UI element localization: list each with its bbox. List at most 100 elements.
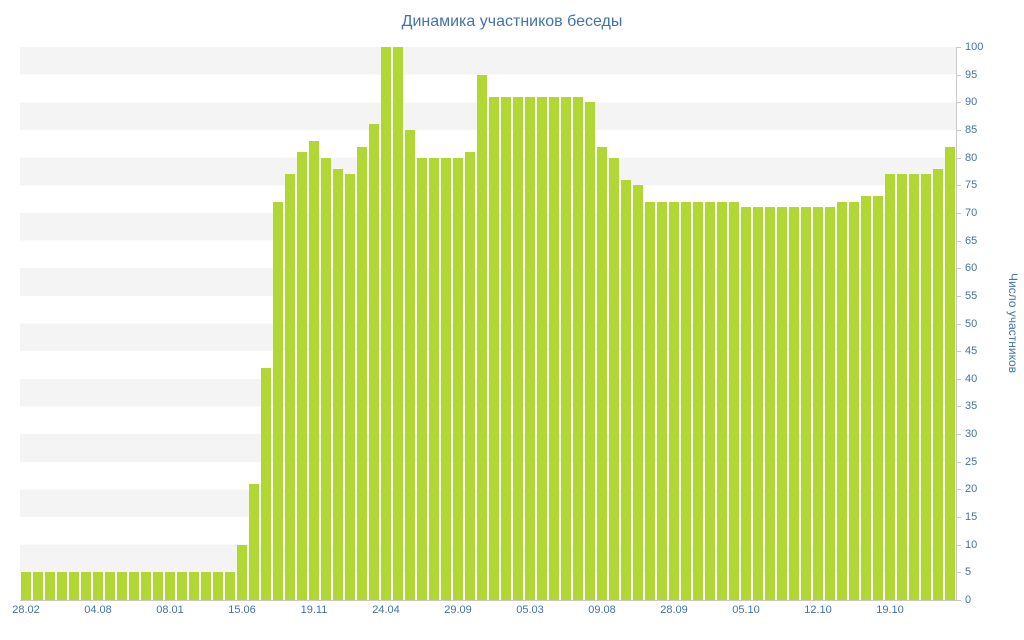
bar[interactable]	[489, 96, 499, 600]
bar[interactable]	[621, 179, 631, 600]
bar[interactable]	[573, 96, 583, 600]
bar[interactable]	[441, 157, 451, 600]
bar[interactable]	[753, 207, 763, 600]
bar[interactable]	[693, 201, 703, 600]
bar[interactable]	[873, 196, 883, 600]
bar[interactable]	[681, 201, 691, 600]
bar[interactable]	[897, 174, 907, 600]
bar[interactable]	[609, 157, 619, 600]
bar[interactable]	[549, 96, 559, 600]
bar[interactable]	[453, 157, 463, 600]
bar[interactable]	[189, 572, 199, 600]
bar[interactable]	[201, 572, 211, 600]
bar[interactable]	[669, 201, 679, 600]
bar[interactable]	[153, 572, 163, 600]
bar[interactable]	[477, 74, 487, 600]
bar[interactable]	[405, 129, 415, 600]
bar[interactable]	[117, 572, 127, 600]
bar[interactable]	[597, 146, 607, 600]
y-tick-label: 95	[965, 68, 978, 81]
bar[interactable]	[933, 168, 943, 600]
y-tick-mark	[956, 517, 961, 519]
bar[interactable]	[501, 96, 511, 600]
bar[interactable]	[129, 572, 139, 600]
bar[interactable]	[789, 207, 799, 600]
bar[interactable]	[585, 102, 595, 600]
bar[interactable]	[69, 572, 79, 600]
bar[interactable]	[393, 47, 403, 600]
y-tick-label: 25	[965, 455, 978, 468]
bar[interactable]	[825, 207, 835, 600]
y-tick-mark	[956, 185, 961, 187]
y-tick-label: 55	[965, 289, 978, 302]
bar[interactable]	[165, 572, 175, 600]
bar[interactable]	[333, 168, 343, 600]
y-tick-label: 45	[965, 345, 978, 358]
bar[interactable]	[945, 146, 955, 600]
bar[interactable]	[645, 201, 655, 600]
bar[interactable]	[429, 157, 439, 600]
bar[interactable]	[213, 572, 223, 600]
bar[interactable]	[309, 141, 319, 600]
bar[interactable]	[321, 157, 331, 600]
x-tick-label: 15.06	[228, 604, 256, 616]
bar[interactable]	[345, 174, 355, 600]
bar[interactable]	[729, 201, 739, 600]
x-tick-label: 09.08	[588, 604, 616, 616]
bar[interactable]	[657, 201, 667, 600]
bar[interactable]	[45, 572, 55, 600]
bar[interactable]	[909, 174, 919, 600]
bar[interactable]	[921, 174, 931, 600]
bar[interactable]	[261, 367, 271, 600]
bar[interactable]	[777, 207, 787, 600]
y-tick-label: 70	[965, 206, 978, 219]
bar[interactable]	[297, 152, 307, 600]
bar[interactable]	[465, 152, 475, 600]
y-tick-mark	[956, 129, 961, 131]
bar[interactable]	[81, 572, 91, 600]
x-tick-label: 29.09	[444, 604, 472, 616]
y-tick-label: 30	[965, 428, 978, 441]
bar[interactable]	[885, 174, 895, 600]
bar[interactable]	[561, 96, 571, 600]
bar[interactable]	[537, 96, 547, 600]
bar[interactable]	[141, 572, 151, 600]
bar[interactable]	[849, 201, 859, 600]
bar[interactable]	[249, 483, 259, 600]
bar[interactable]	[369, 124, 379, 600]
bar[interactable]	[837, 201, 847, 600]
x-tick-label: 24.04	[372, 604, 400, 616]
bar[interactable]	[813, 207, 823, 600]
y-tick-mark	[956, 240, 961, 242]
bar[interactable]	[225, 572, 235, 600]
y-tick-label: 35	[965, 400, 978, 413]
bar[interactable]	[177, 572, 187, 600]
bar[interactable]	[285, 174, 295, 600]
bar[interactable]	[357, 146, 367, 600]
bar[interactable]	[93, 572, 103, 600]
bar[interactable]	[765, 207, 775, 600]
bar[interactable]	[705, 201, 715, 600]
bar[interactable]	[381, 47, 391, 600]
bar[interactable]	[273, 201, 283, 600]
bar[interactable]	[57, 572, 67, 600]
y-tick-mark	[956, 74, 961, 76]
bar[interactable]	[861, 196, 871, 600]
bar[interactable]	[21, 572, 31, 600]
bar[interactable]	[717, 201, 727, 600]
bar[interactable]	[417, 157, 427, 600]
bar[interactable]	[513, 96, 523, 600]
x-tick-label: 05.03	[516, 604, 544, 616]
y-tick-mark	[956, 378, 961, 380]
bar[interactable]	[105, 572, 115, 600]
x-tick-label: 19.10	[876, 604, 904, 616]
bar[interactable]	[633, 185, 643, 600]
x-tick-label: 19.11	[300, 604, 328, 616]
bar[interactable]	[237, 544, 247, 600]
bar[interactable]	[741, 207, 751, 600]
bar[interactable]	[525, 96, 535, 600]
y-tick-mark	[956, 572, 961, 574]
bar[interactable]	[33, 572, 43, 600]
bar[interactable]	[801, 207, 811, 600]
